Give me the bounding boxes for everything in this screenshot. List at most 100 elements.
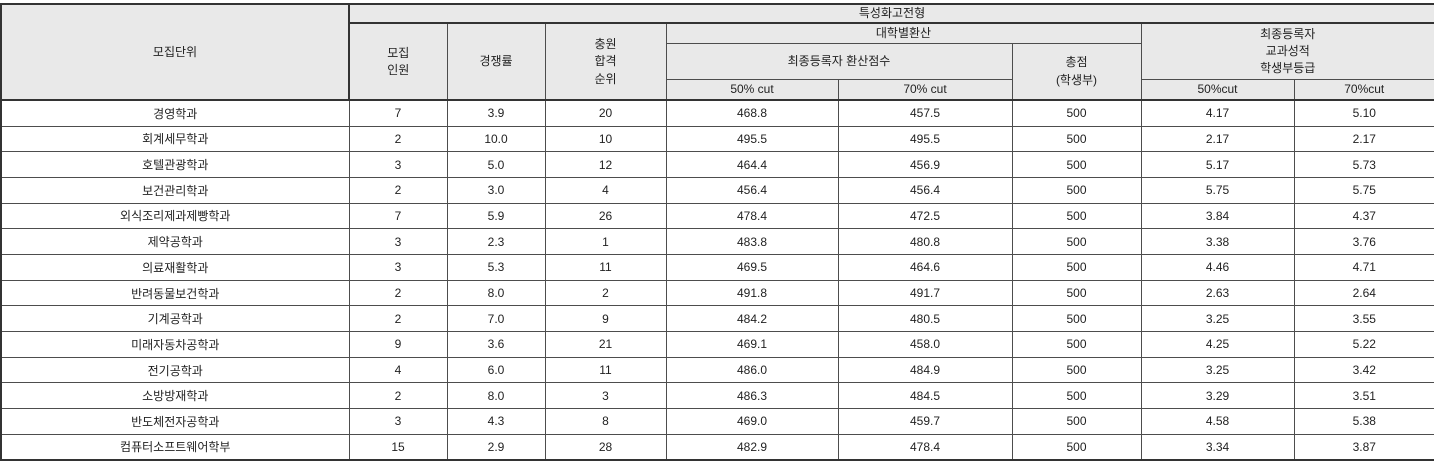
cell-recruitment-unit: 호텔관광학과	[0, 151, 350, 178]
cell-competition-rate: 8.0	[446, 279, 546, 307]
cell-grade-70cut: 5.75	[1293, 176, 1434, 204]
cell-total-score: 500	[1011, 279, 1142, 307]
cell-quota: 3	[348, 408, 448, 435]
cell-converted-score-70cut: 480.5	[837, 305, 1013, 333]
cell-competition-rate: 5.3	[446, 254, 546, 281]
cell-quota: 7	[348, 99, 448, 127]
header-supplementary-pass-rank: 충원 합격 순위	[544, 22, 667, 101]
cell-total-score: 500	[1011, 176, 1142, 204]
cell-recruitment-unit: 소방방재학과	[0, 382, 350, 410]
cell-quota: 3	[348, 254, 448, 281]
cell-converted-score-50cut: 469.0	[665, 408, 839, 435]
table-row: 경영학과 7 3.9 20 468.8 457.5 500 4.17 5.10	[0, 99, 1434, 127]
cell-grade-70cut: 5.22	[1293, 331, 1434, 358]
header-final-registrant-grade: 최종등록자 교과성적 학생부등급	[1140, 22, 1434, 80]
cell-competition-rate: 4.3	[446, 408, 546, 435]
cell-grade-70cut: 3.76	[1293, 228, 1434, 256]
cell-converted-score-70cut: 495.5	[837, 125, 1013, 153]
cell-competition-rate: 2.9	[446, 433, 546, 461]
cell-converted-score-50cut: 495.5	[665, 125, 839, 153]
cell-quota: 15	[348, 433, 448, 461]
cell-competition-rate: 3.6	[446, 331, 546, 358]
cell-supplementary-pass-rank: 9	[544, 305, 667, 333]
cell-recruitment-unit: 외식조리제과제빵학과	[0, 202, 350, 230]
cell-total-score: 500	[1011, 408, 1142, 435]
cell-total-score: 500	[1011, 433, 1142, 461]
header-university-conversion: 대학별환산	[665, 22, 1142, 44]
cell-competition-rate: 5.9	[446, 202, 546, 230]
cell-grade-50cut: 5.75	[1140, 176, 1295, 204]
header-admission-type: 특성화고전형	[348, 3, 1434, 25]
cell-supplementary-pass-rank: 10	[544, 125, 667, 153]
table-row: 소방방재학과 2 8.0 3 486.3 484.5 500 3.29 3.51	[0, 382, 1434, 410]
cell-converted-score-70cut: 472.5	[837, 202, 1013, 230]
cell-grade-50cut: 4.58	[1140, 408, 1295, 435]
cell-supplementary-pass-rank: 26	[544, 202, 667, 230]
cell-grade-50cut: 2.17	[1140, 125, 1295, 153]
cell-supplementary-pass-rank: 20	[544, 99, 667, 127]
cell-competition-rate: 8.0	[446, 382, 546, 410]
cell-competition-rate: 3.0	[446, 176, 546, 204]
cell-competition-rate: 6.0	[446, 356, 546, 384]
cell-converted-score-50cut: 469.1	[665, 331, 839, 358]
cell-recruitment-unit: 보건관리학과	[0, 176, 350, 204]
admission-results-table: 모집단위 특성화고전형 모집 인원 경쟁률 충원 합격 순위 대학별환산 최종등…	[0, 3, 1434, 462]
admission-results-table-container: 모집단위 특성화고전형 모집 인원 경쟁률 충원 합격 순위 대학별환산 최종등…	[0, 3, 1434, 462]
cell-grade-50cut: 3.25	[1140, 356, 1295, 384]
cell-grade-70cut: 3.55	[1293, 305, 1434, 333]
cell-converted-score-50cut: 456.4	[665, 176, 839, 204]
table-row: 컴퓨터소프트웨어학부 15 2.9 28 482.9 478.4 500 3.34 3.87	[0, 433, 1434, 461]
cell-quota: 4	[348, 356, 448, 384]
cell-converted-score-70cut: 491.7	[837, 279, 1013, 307]
table-row: 기계공학과 2 7.0 9 484.2 480.5 500 3.25 3.55	[0, 305, 1434, 333]
cell-quota: 2	[348, 176, 448, 204]
cell-converted-score-70cut: 464.6	[837, 254, 1013, 281]
cell-total-score: 500	[1011, 356, 1142, 384]
cell-converted-score-50cut: 464.4	[665, 151, 839, 178]
cell-converted-score-50cut: 483.8	[665, 228, 839, 256]
cell-total-score: 500	[1011, 382, 1142, 410]
cell-converted-score-70cut: 456.9	[837, 151, 1013, 178]
header-row-3: 최종등록자 환산점수 총점 (학생부)	[1, 42, 1434, 101]
cell-grade-50cut: 4.46	[1140, 254, 1295, 281]
cell-quota: 2	[348, 125, 448, 153]
cell-grade-50cut: 5.17	[1140, 151, 1295, 178]
table-row: 반려동물보건학과 2 8.0 2 491.8 491.7 500 2.63 2.64	[0, 279, 1434, 307]
cell-total-score: 500	[1011, 228, 1142, 256]
header-total-score: 총점 (학생부)	[1011, 42, 1142, 101]
header-row-4: 50% cut 70% cut 50%cut 70%cut	[1, 78, 1434, 101]
cell-quota: 2	[348, 305, 448, 333]
cell-recruitment-unit: 기계공학과	[0, 305, 350, 333]
cell-total-score: 500	[1011, 151, 1142, 178]
cell-recruitment-unit: 회계세무학과	[0, 125, 350, 153]
cell-grade-70cut: 3.51	[1293, 382, 1434, 410]
cell-converted-score-50cut: 486.0	[665, 356, 839, 384]
cell-grade-70cut: 5.10	[1293, 99, 1434, 127]
cell-converted-score-50cut: 484.2	[665, 305, 839, 333]
cell-total-score: 500	[1011, 331, 1142, 358]
cell-competition-rate: 3.9	[446, 99, 546, 127]
cell-converted-score-70cut: 459.7	[837, 408, 1013, 435]
cell-converted-score-50cut: 482.9	[665, 433, 839, 461]
cell-grade-70cut: 3.87	[1293, 433, 1434, 461]
cell-converted-score-50cut: 491.8	[665, 279, 839, 307]
cell-supplementary-pass-rank: 3	[544, 382, 667, 410]
cell-grade-50cut: 2.63	[1140, 279, 1295, 307]
cell-supplementary-pass-rank: 8	[544, 408, 667, 435]
cell-grade-50cut: 3.34	[1140, 433, 1295, 461]
cell-grade-70cut: 2.17	[1293, 125, 1434, 153]
header-grade-50cut: 50%cut	[1140, 78, 1295, 101]
table-row: 회계세무학과 2 10.0 10 495.5 495.5 500 2.17 2.17	[0, 125, 1434, 153]
cell-quota: 9	[348, 331, 448, 358]
table-row: 외식조리제과제빵학과 7 5.9 26 478.4 472.5 500 3.84 4.37	[0, 202, 1434, 230]
table-row: 미래자동차공학과 9 3.6 21 469.1 458.0 500 4.25 5.22	[0, 331, 1434, 358]
cell-supplementary-pass-rank: 4	[544, 176, 667, 204]
cell-converted-score-50cut: 469.5	[665, 254, 839, 281]
table-row: 제약공학과 3 2.3 1 483.8 480.8 500 3.38 3.76	[0, 228, 1434, 256]
cell-recruitment-unit: 미래자동차공학과	[0, 331, 350, 358]
cell-competition-rate: 7.0	[446, 305, 546, 333]
cell-total-score: 500	[1011, 125, 1142, 153]
cell-recruitment-unit: 반도체전자공학과	[0, 408, 350, 435]
cell-recruitment-unit: 컴퓨터소프트웨어학부	[0, 433, 350, 461]
cell-recruitment-unit: 반려동물보건학과	[0, 279, 350, 307]
